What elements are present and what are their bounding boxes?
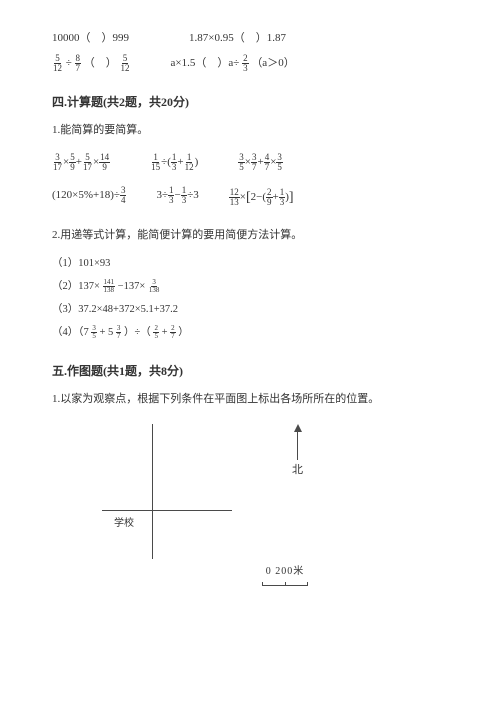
question-4-2: 2.用递等式计算，能简便计算的要用简便方法计算。	[52, 227, 448, 245]
comparison-row-1: 10000（ ）999 1.87×0.95（ ）1.87	[52, 30, 448, 48]
list-item: （4）（7 35 + 5 37 ）÷（ 25 + 27 ）	[52, 325, 448, 342]
list-item: （2）137× 141138 −137× 3138	[52, 279, 448, 296]
list-item: （3）37.2×48+372×5.1+37.2	[52, 302, 448, 319]
comparison-row-2: 512 ÷ 87 （ ） 512 a×1.5（ ）a÷ 23 （a＞0）	[52, 54, 448, 73]
expr-1b: 1.87×0.95（ ）1.87	[189, 30, 286, 48]
school-label: 学校	[114, 516, 134, 532]
map-diagram: 北 学校 0 200米	[62, 424, 362, 594]
expr-row-1: 317×59+517×149 115÷(13+112) 35×37+47×35	[52, 153, 448, 172]
text: ）1.87	[256, 32, 286, 44]
scale-bar: 0 200米	[262, 564, 308, 586]
text: 1.87×0.95（	[189, 32, 245, 44]
list-item: （1）101×93	[52, 256, 448, 273]
expr: 35×37+47×35	[238, 153, 283, 172]
question-5-1: 1.以家为观察点，根据下列条件在平面图上标出各场所所在的位置。	[52, 391, 448, 409]
scale-text: 0 200米	[266, 564, 305, 580]
expr: 115÷(13+112)	[150, 153, 198, 172]
expr-1a: 10000（ ）999	[52, 30, 129, 48]
text: ）999	[102, 32, 130, 44]
expr: (120×5%+18)÷34	[52, 186, 126, 208]
expr-2a: 512 ÷ 87 （ ） 512	[52, 54, 131, 73]
axes	[102, 424, 232, 559]
north-arrow-icon: 北	[292, 424, 303, 480]
north-label: 北	[292, 462, 303, 480]
question-4-1: 1.能简算的要简算。	[52, 122, 448, 140]
expr: 317×59+517×149	[52, 153, 110, 172]
section-5-heading: 五.作图题(共1题，共8分)	[52, 362, 448, 381]
expr-row-2: (120×5%+18)÷34 3÷13−13÷3 1213×[2−(29+13)…	[52, 186, 448, 208]
expr: 3÷13−13÷3	[156, 186, 198, 208]
text: 10000（	[52, 32, 91, 44]
expr-2b: a×1.5（ ）a÷ 23 （a＞0）	[171, 54, 295, 73]
expr: 1213×[2−(29+13)]	[229, 186, 294, 208]
sub-questions: （1）101×93 （2）137× 141138 −137× 3138 （3）3…	[52, 256, 448, 341]
section-4-heading: 四.计算题(共2题，共20分)	[52, 93, 448, 112]
